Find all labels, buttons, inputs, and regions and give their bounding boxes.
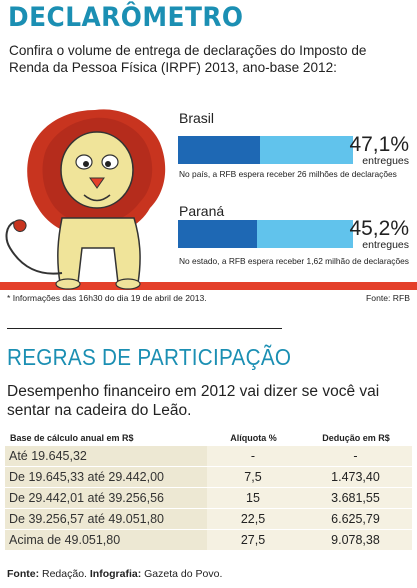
parana-percent: 45,2% [349, 217, 409, 240]
infographic-label: Infografia: [89, 568, 142, 580]
parana-status: entregues [362, 239, 409, 251]
brasil-percent: 47,1% [349, 133, 409, 156]
brasil-note: No país, a RFB espera receber 26 milhões… [179, 169, 397, 179]
rules-subtitle: Desempenho financeiro em 2012 vai dizer … [7, 383, 380, 419]
divider [7, 328, 282, 329]
parana-note: No estado, a RFB espera receber 1,62 mil… [179, 256, 409, 266]
table-row: De 29.442,01 até 39.256,56 15 3.681,55 [5, 487, 412, 509]
cell-base: De 29.442,01 até 39.256,56 [5, 487, 207, 509]
declarometro-panel [0, 89, 417, 290]
table-row: De 39.256,57 até 49.051,80 22,5 6.625,79 [5, 508, 412, 530]
cell-aliquota: 7,5 [207, 466, 299, 488]
table-header-row: Base de cálculo anual em R$ Alíquota % D… [5, 431, 412, 446]
parana-progress-bar [178, 220, 353, 248]
cell-aliquota: 15 [207, 487, 299, 509]
infographic-value: Gazeta do Povo. [144, 568, 223, 580]
header-deducao: Dedução em R$ [322, 433, 390, 443]
brasil-progress-bar [178, 136, 353, 164]
credits: Fonte: Redação. Infografia: Gazeta do Po… [7, 568, 222, 580]
cell-base: Até 19.645,32 [5, 446, 207, 467]
header-aliquota: Alíquota % [230, 433, 277, 443]
page-title: DECLARÔMETRO [8, 2, 244, 33]
info-note: * Informações das 16h30 do dia 19 de abr… [7, 293, 207, 303]
cell-deducao: 1.473,40 [299, 466, 412, 488]
rules-title: REGRAS DE PARTICIPAÇÃO [7, 344, 292, 370]
source-value: Redação. [42, 568, 87, 580]
table-row: Até 19.645,32 - - [5, 446, 412, 467]
source-rfb: Fonte: RFB [366, 293, 410, 303]
parana-progress-fill [178, 220, 258, 248]
cell-aliquota: 27,5 [207, 529, 299, 551]
header-base: Base de cálculo anual em R$ [10, 433, 134, 443]
page-subtitle: Confira o volume de entrega de declaraçõ… [9, 43, 367, 75]
table-row: Acima de 49.051,80 27,5 9.078,38 [5, 529, 412, 551]
cell-base: De 19.645,33 até 29.442,00 [5, 466, 207, 488]
cell-base: Acima de 49.051,80 [5, 529, 207, 551]
cell-base: De 39.256,57 até 49.051,80 [5, 508, 207, 530]
cell-deducao: 3.681,55 [299, 487, 412, 509]
cell-aliquota: - [207, 446, 299, 467]
brasil-label: Brasil [179, 110, 215, 126]
brasil-status: entregues [362, 155, 409, 167]
tax-table: Base de cálculo anual em R$ Alíquota % D… [5, 431, 412, 551]
source-label: Fonte: [7, 568, 40, 580]
brasil-progress-fill [178, 136, 261, 164]
parana-label: Paraná [179, 203, 225, 219]
cell-deducao: 6.625,79 [299, 508, 412, 530]
lion-illustration [5, 109, 166, 290]
cell-deducao: - [299, 446, 412, 467]
floor-stripe [0, 282, 417, 290]
cell-aliquota: 22,5 [207, 508, 299, 530]
table-row: De 19.645,33 até 29.442,00 7,5 1.473,40 [5, 466, 412, 488]
cell-deducao: 9.078,38 [299, 529, 412, 551]
